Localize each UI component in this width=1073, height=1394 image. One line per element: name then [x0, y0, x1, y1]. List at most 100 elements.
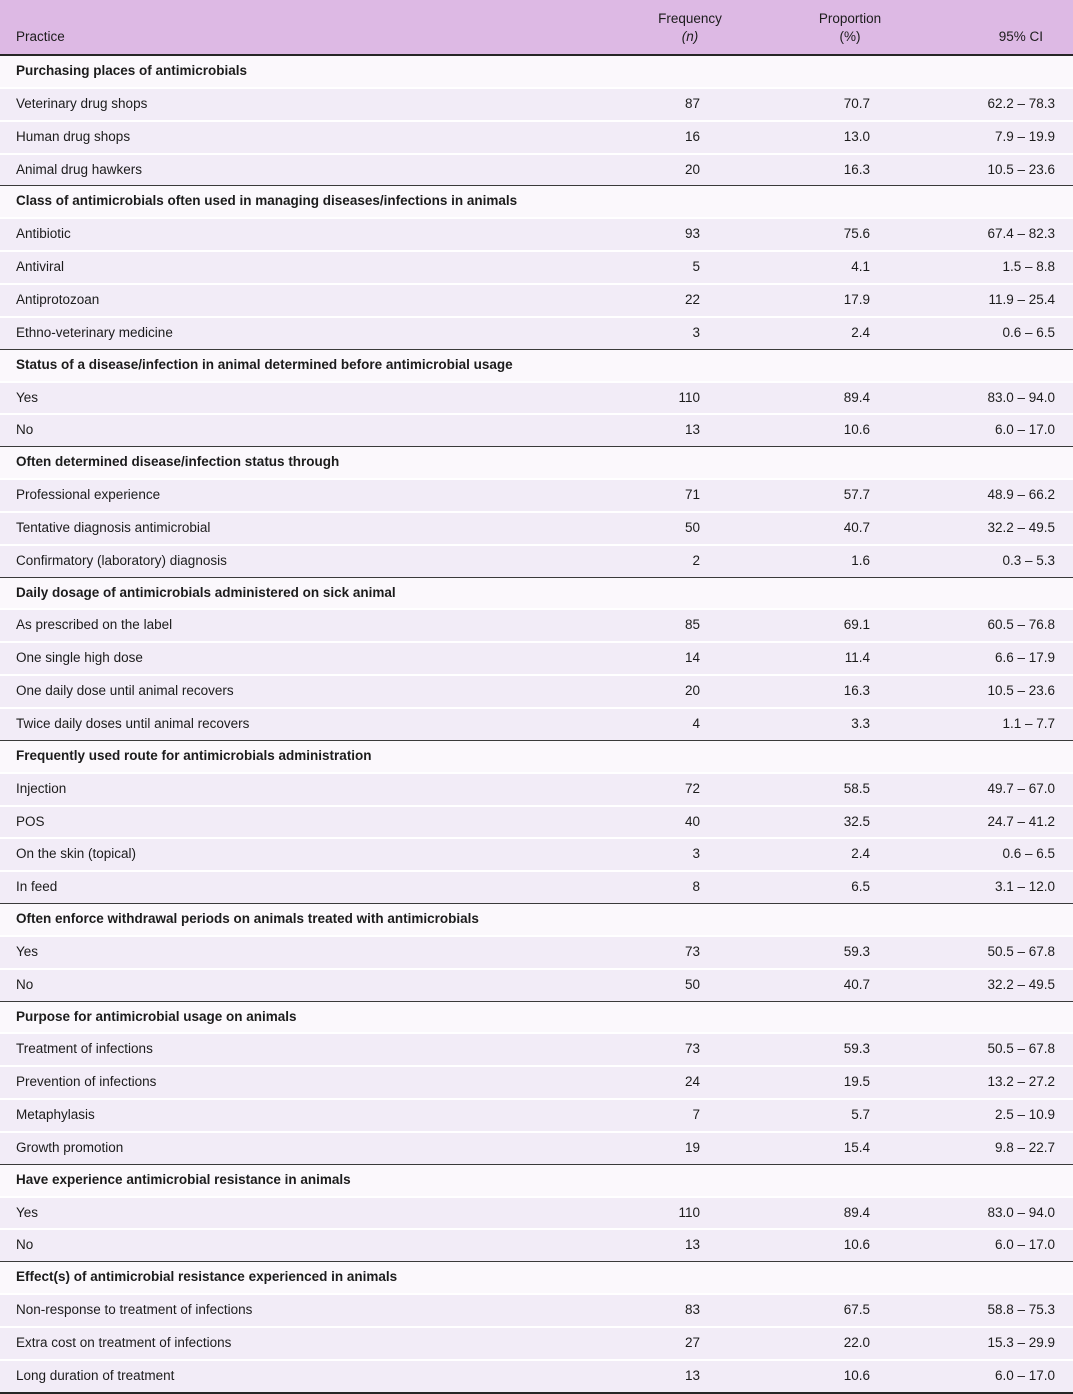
practice-cell: Yes	[0, 934, 620, 969]
table-row: Extra cost on treatment of infections 27 2…	[0, 1326, 1073, 1360]
proportion-cell: 10.6	[760, 413, 940, 447]
proportion-cell: 11.4	[760, 641, 940, 676]
proportion-cell: 89.4	[760, 380, 940, 415]
practice-cell: Yes	[0, 380, 620, 415]
table-body: Purchasing places of antimicrobials Veter…	[0, 54, 1073, 1393]
practice-cell: No	[0, 1228, 620, 1262]
practice-cell: Metaphylasis	[0, 1098, 620, 1132]
frequency-cell: 5	[620, 250, 760, 284]
ci-cell: 50.5 – 67.8	[940, 934, 1073, 969]
practice-cell: One daily dose until animal recovers	[0, 674, 620, 708]
proportion-cell: 16.3	[760, 674, 940, 708]
table-row: Tentative diagnosis antimicrobial 50 40.7 3…	[0, 510, 1073, 545]
table-row: Yes 73 59.3 50.5 – 67.8	[0, 934, 1073, 969]
frequency-header-line2: (n)	[681, 28, 699, 44]
frequency-cell: 3	[620, 315, 760, 350]
ci-cell: 48.9 – 66.2	[940, 478, 1073, 512]
frequency-cell: 8	[620, 870, 760, 904]
frequency-cell: 13	[620, 1228, 760, 1262]
frequency-cell: 7	[620, 1098, 760, 1132]
ci-cell: 10.5 – 23.6	[940, 152, 1073, 186]
ci-cell: 1.5 – 8.8	[940, 250, 1073, 284]
table-row: Ethno-veterinary medicine 3 2.4 0.6 – 6.5	[0, 315, 1073, 350]
proportion-cell: 3.3	[760, 706, 940, 741]
table-row: Yes 110 89.4 83.0 – 94.0	[0, 380, 1073, 415]
frequency-cell: 4	[620, 706, 760, 741]
proportion-cell: 2.4	[760, 315, 940, 350]
practice-cell: Treatment of infections	[0, 1032, 620, 1067]
proportion-cell: 57.7	[760, 478, 940, 512]
practice-cell: No	[0, 413, 620, 447]
practice-cell: One single high dose	[0, 641, 620, 676]
ci-cell: 7.9 – 19.9	[940, 119, 1073, 154]
column-header-ci: 95% CI	[940, 0, 1073, 57]
table-row: Treatment of infections 73 59.3 50.5 – 67.8	[0, 1032, 1073, 1067]
ci-cell: 67.4 – 82.3	[940, 217, 1073, 252]
section-header-row: Daily dosage of antimicrobials administe…	[0, 576, 1073, 610]
frequency-header-line1: Frequency	[658, 11, 722, 26]
frequency-cell: 3	[620, 837, 760, 872]
table-row: Animal drug hawkers 20 16.3 10.5 – 23.6	[0, 152, 1073, 186]
proportion-cell: 22.0	[760, 1326, 940, 1360]
section-header-row: Often determined disease/infection statu…	[0, 446, 1073, 480]
ci-cell: 0.6 – 6.5	[940, 315, 1073, 350]
practice-cell: As prescribed on the label	[0, 608, 620, 643]
table-row: No 50 40.7 32.2 – 49.5	[0, 967, 1073, 1002]
section-header-label: Effect(s) of antimicrobial resistance ex…	[0, 1261, 1073, 1295]
frequency-cell: 50	[620, 967, 760, 1002]
frequency-cell: 71	[620, 478, 760, 512]
header-row: Practice Frequency (n) Proportion (%) 95…	[0, 0, 1073, 57]
table-row: No 13 10.6 6.0 – 17.0	[0, 1228, 1073, 1262]
practice-cell: Twice daily doses until animal recovers	[0, 706, 620, 741]
proportion-cell: 13.0	[760, 119, 940, 154]
section-header-label: Status of a disease/infection in animal …	[0, 348, 1073, 382]
section-header-row: Purpose for antimicrobial usage on anima…	[0, 1000, 1073, 1034]
ci-cell: 6.6 – 17.9	[940, 641, 1073, 676]
table-row: Metaphylasis 7 5.7 2.5 – 10.9	[0, 1098, 1073, 1132]
section-header-label: Daily dosage of antimicrobials administe…	[0, 576, 1073, 610]
proportion-cell: 19.5	[760, 1065, 940, 1100]
frequency-cell: 13	[620, 1358, 760, 1393]
table-row: Yes 110 89.4 83.0 – 94.0	[0, 1195, 1073, 1230]
proportion-cell: 10.6	[760, 1358, 940, 1393]
frequency-cell: 20	[620, 152, 760, 186]
practice-cell: Growth promotion	[0, 1130, 620, 1165]
proportion-cell: 2.4	[760, 837, 940, 872]
ci-cell: 15.3 – 29.9	[940, 1326, 1073, 1360]
frequency-cell: 20	[620, 674, 760, 708]
ci-cell: 10.5 – 23.6	[940, 674, 1073, 708]
table-row: Confirmatory (laboratory) diagnosis 2 1.6 0…	[0, 543, 1073, 578]
practice-cell: Long duration of treatment	[0, 1358, 620, 1393]
table-row: Antiprotozoan 22 17.9 11.9 – 25.4	[0, 283, 1073, 317]
ci-cell: 49.7 – 67.0	[940, 771, 1073, 806]
proportion-cell: 89.4	[760, 1195, 940, 1230]
table-row: Injection 72 58.5 49.7 – 67.0	[0, 771, 1073, 806]
table-row: As prescribed on the label 85 69.1 60.5 – 7…	[0, 608, 1073, 643]
section-header-label: Often enforce withdrawal periods on anim…	[0, 903, 1073, 936]
section-header-label: Purpose for antimicrobial usage on anima…	[0, 1000, 1073, 1034]
proportion-cell: 4.1	[760, 250, 940, 284]
proportion-cell: 15.4	[760, 1130, 940, 1165]
proportion-cell: 6.5	[760, 870, 940, 904]
ci-cell: 60.5 – 76.8	[940, 608, 1073, 643]
table-row: Prevention of infections 24 19.5 13.2 – 27.…	[0, 1065, 1073, 1100]
table-row: Antibiotic 93 75.6 67.4 – 82.3	[0, 217, 1073, 252]
ci-cell: 9.8 – 22.7	[940, 1130, 1073, 1165]
practice-cell: No	[0, 967, 620, 1002]
proportion-header-line1: Proportion	[818, 11, 882, 26]
section-header-row: Purchasing places of antimicrobials	[0, 54, 1073, 88]
table-row: Veterinary drug shops 87 70.7 62.2 – 78.3	[0, 86, 1073, 121]
frequency-cell: 110	[620, 380, 760, 415]
ci-cell: 11.9 – 25.4	[940, 283, 1073, 317]
frequency-cell: 14	[620, 641, 760, 676]
practice-cell: Antiviral	[0, 250, 620, 284]
section-header-label: Often determined disease/infection statu…	[0, 446, 1073, 480]
ci-cell: 0.6 – 6.5	[940, 837, 1073, 872]
frequency-cell: 72	[620, 771, 760, 806]
practice-cell: Extra cost on treatment of infections	[0, 1326, 620, 1360]
table-row: One single high dose 14 11.4 6.6 – 17.9	[0, 641, 1073, 676]
frequency-cell: 27	[620, 1326, 760, 1360]
frequency-cell: 2	[620, 543, 760, 578]
proportion-cell: 69.1	[760, 608, 940, 643]
